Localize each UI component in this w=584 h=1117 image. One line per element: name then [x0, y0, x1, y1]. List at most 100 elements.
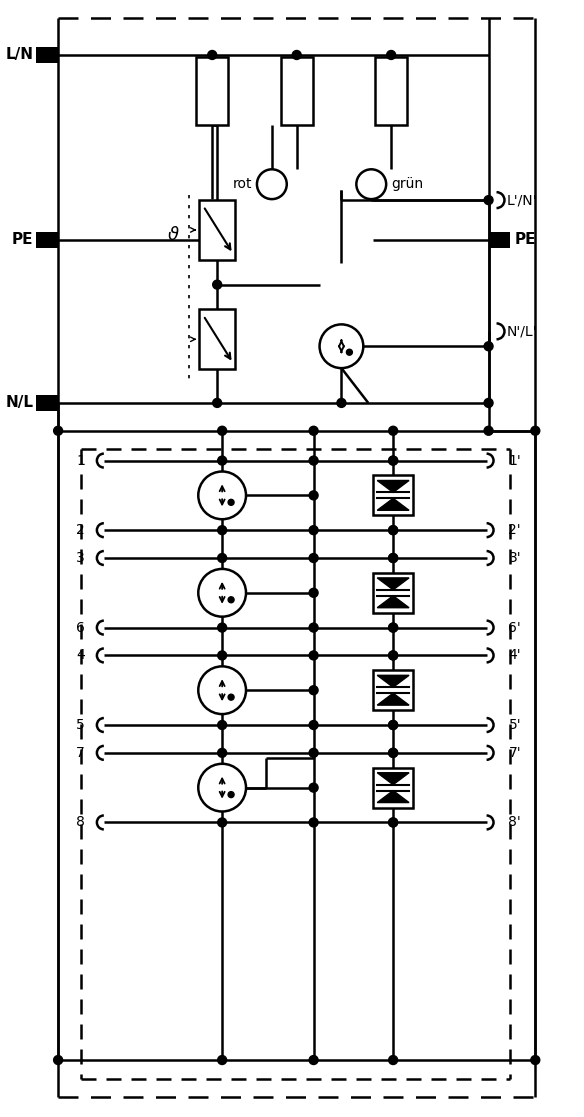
Circle shape	[228, 596, 234, 603]
Circle shape	[309, 783, 318, 792]
Polygon shape	[377, 595, 409, 608]
Circle shape	[228, 499, 234, 505]
Text: PE: PE	[12, 232, 33, 247]
Bar	[373, 476, 413, 515]
Circle shape	[218, 623, 227, 632]
Circle shape	[389, 554, 398, 563]
Circle shape	[389, 651, 398, 660]
Circle shape	[309, 818, 318, 827]
Circle shape	[309, 1056, 318, 1065]
Text: 4: 4	[76, 649, 85, 662]
Circle shape	[309, 623, 318, 632]
Bar	[373, 573, 413, 613]
Text: 2': 2'	[509, 523, 521, 537]
Circle shape	[228, 694, 234, 700]
Bar	[196, 57, 228, 125]
Text: 2: 2	[76, 523, 85, 537]
Text: L'/N': L'/N'	[506, 193, 537, 207]
Circle shape	[389, 651, 398, 660]
Circle shape	[389, 427, 398, 436]
Text: 1: 1	[76, 454, 85, 468]
Circle shape	[218, 1056, 227, 1065]
Text: PE: PE	[515, 232, 536, 247]
Polygon shape	[377, 577, 409, 590]
Circle shape	[319, 324, 363, 369]
Bar	[373, 670, 413, 710]
Text: 8': 8'	[509, 815, 521, 830]
Circle shape	[54, 427, 62, 436]
Circle shape	[218, 818, 227, 827]
Circle shape	[309, 651, 318, 660]
Circle shape	[389, 456, 398, 465]
Circle shape	[199, 764, 246, 812]
Circle shape	[309, 456, 318, 465]
Text: rot: rot	[232, 178, 252, 191]
Circle shape	[309, 686, 318, 695]
Text: 5: 5	[76, 718, 85, 732]
Circle shape	[389, 748, 398, 757]
Polygon shape	[377, 676, 409, 687]
Circle shape	[484, 399, 493, 408]
Text: 8: 8	[76, 815, 85, 830]
Circle shape	[309, 427, 318, 436]
Circle shape	[356, 170, 386, 199]
Text: 6': 6'	[509, 621, 521, 634]
Circle shape	[213, 280, 222, 289]
Text: 3: 3	[76, 551, 85, 565]
Circle shape	[309, 720, 318, 729]
Text: 3': 3'	[509, 551, 521, 565]
Text: 4': 4'	[509, 649, 521, 662]
Circle shape	[292, 50, 301, 59]
Circle shape	[218, 526, 227, 535]
Circle shape	[346, 350, 352, 355]
Text: N'/L': N'/L'	[506, 324, 537, 338]
Text: 5': 5'	[509, 718, 521, 732]
Circle shape	[389, 720, 398, 729]
Bar	[373, 767, 413, 808]
Bar	[36, 395, 58, 411]
Circle shape	[309, 748, 318, 757]
Circle shape	[257, 170, 287, 199]
Bar	[199, 309, 235, 369]
Circle shape	[389, 623, 398, 632]
Circle shape	[387, 50, 395, 59]
Circle shape	[218, 554, 227, 563]
Text: N/L: N/L	[5, 395, 33, 410]
Polygon shape	[377, 498, 409, 510]
Circle shape	[484, 342, 493, 351]
Circle shape	[389, 748, 398, 757]
Text: grün: grün	[391, 178, 423, 191]
Circle shape	[54, 1056, 62, 1065]
Circle shape	[484, 427, 493, 436]
Circle shape	[484, 195, 493, 204]
Circle shape	[389, 554, 398, 563]
Bar	[281, 57, 312, 125]
Bar	[36, 47, 58, 63]
Circle shape	[389, 818, 398, 827]
Circle shape	[309, 490, 318, 499]
Circle shape	[218, 748, 227, 757]
Circle shape	[218, 427, 227, 436]
Circle shape	[199, 471, 246, 519]
Circle shape	[337, 399, 346, 408]
Circle shape	[199, 569, 246, 617]
Text: $\vartheta$: $\vartheta$	[167, 226, 180, 244]
Polygon shape	[377, 773, 409, 784]
Circle shape	[218, 720, 227, 729]
Text: 6: 6	[76, 621, 85, 634]
Circle shape	[389, 818, 398, 827]
Circle shape	[309, 526, 318, 535]
Text: L/N: L/N	[5, 48, 33, 63]
Circle shape	[213, 399, 222, 408]
Polygon shape	[377, 791, 409, 802]
Text: 1': 1'	[509, 454, 521, 468]
Circle shape	[389, 623, 398, 632]
Circle shape	[208, 50, 217, 59]
Circle shape	[389, 456, 398, 465]
Circle shape	[228, 792, 234, 798]
Circle shape	[309, 589, 318, 598]
Circle shape	[531, 427, 540, 436]
Circle shape	[389, 526, 398, 535]
Circle shape	[218, 456, 227, 465]
Circle shape	[218, 651, 227, 660]
